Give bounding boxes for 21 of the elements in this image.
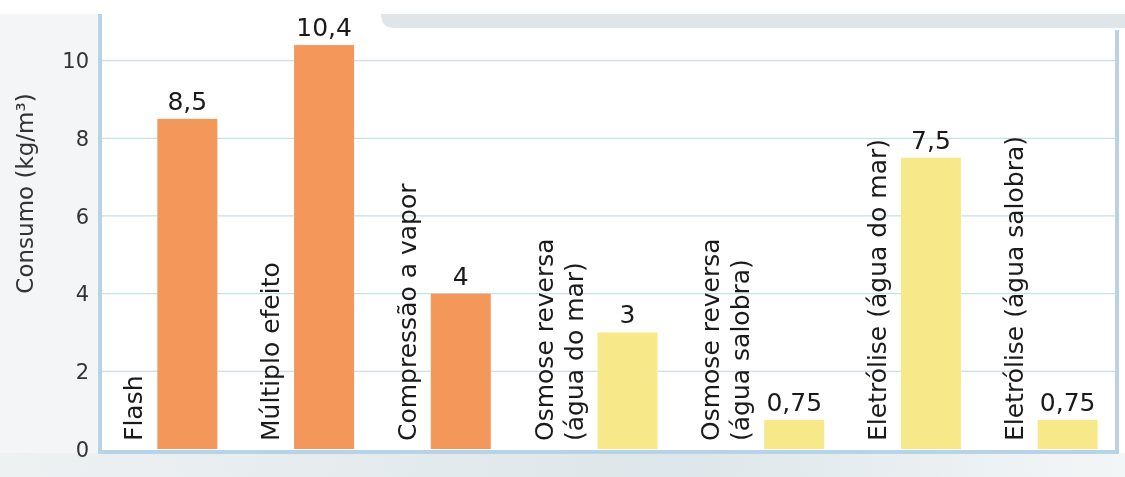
x-tick-label: Osmose reversa (água do mar) (529, 238, 589, 441)
y-tick-label: 10 (62, 49, 89, 74)
x-tick-label: Eletrólise (água do mar) (862, 138, 892, 441)
y-tick-label: 0 (75, 437, 89, 462)
data-label: 3 (619, 300, 636, 330)
data-label: 0,75 (1039, 387, 1096, 417)
x-tick-label: Eletrólise (água salobra) (999, 135, 1029, 441)
data-label: 4 (452, 261, 469, 291)
y-tick-label: 2 (75, 359, 89, 384)
y-tick-label: 6 (75, 204, 89, 229)
x-tick-label: Osmose reversa (água salobra) (696, 238, 756, 441)
x-tick-label: Flash (119, 375, 149, 441)
data-label: 10,4 (296, 13, 352, 43)
x-tick-label: Compressão a vapor (392, 182, 422, 441)
y-tick-label: 4 (75, 282, 89, 307)
y-axis-title: Consumo (kg/m³) (12, 93, 38, 294)
data-label: 8,5 (167, 86, 208, 116)
data-label: 0,75 (766, 387, 823, 417)
y-tick-label: 8 (75, 126, 89, 151)
x-tick-label: Múltiplo efeito (256, 262, 286, 441)
data-label: 7,5 (911, 125, 951, 155)
